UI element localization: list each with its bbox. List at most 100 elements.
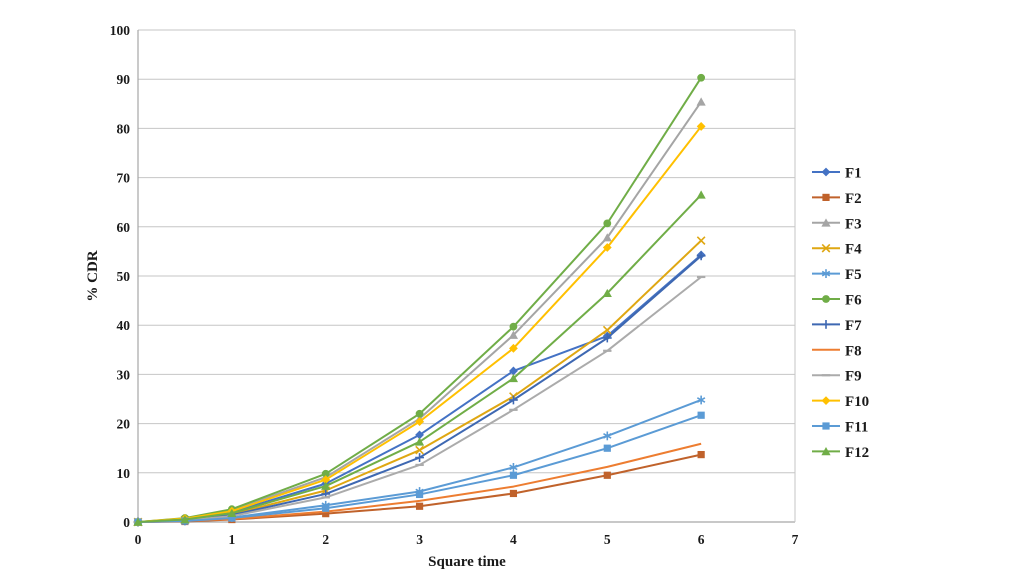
series-F12-marker-1 [227,508,237,517]
series-F2-marker-2-glyph [322,510,330,518]
legend-marker-F7 [821,319,831,329]
series-F11-marker-5-glyph [603,444,611,452]
series-F2-marker-6 [697,450,705,459]
x-tick-label-3: 3 [416,532,423,547]
x-axis-title: Square time [428,554,506,570]
series-F6-marker-2 [321,469,330,478]
series-F4-marker-5-glyph [602,325,612,335]
axis-tick-labels: 0 10 20 30 40 50 60 70 80 90 100 0 1 2 3 4 5 6 7 [110,23,799,547]
series-lines [133,73,706,527]
series-F2-marker-5-glyph [603,471,611,479]
series-F12-marker-6-glyph [696,190,706,199]
series-F11-line [137,414,702,523]
x-tick-label-0: 0 [135,532,142,547]
series-F4-marker-6-glyph [696,236,706,245]
x-tick-label-7: 7 [792,532,799,547]
series-F12-marker-0.5-glyph [180,515,190,524]
legend-marker-F12 [821,447,831,456]
series-F5-marker-4-glyph [509,464,518,471]
y-tick-label-20: 20 [117,417,131,432]
legend-marker-F5 [821,269,831,279]
series-F7-marker-4 [509,395,518,405]
series-F12-marker-5 [602,288,612,298]
series-F7-line [137,255,702,523]
legend-item-F7: F7 [812,318,862,334]
series-F12-marker-6 [696,190,706,199]
series-F3-marker-6 [696,97,706,106]
series-F11-marker-3-glyph [415,490,424,499]
x-tick-label-4: 4 [510,532,517,547]
series-F12-marker-2-glyph [321,481,331,490]
legend-marker-F4 [821,243,831,253]
series-F11-marker-6-glyph [697,411,705,419]
series-F12-marker-0-glyph [133,517,143,526]
series-F10-marker-3-glyph [415,417,424,427]
series-F5-marker-6-glyph [696,397,706,403]
legend-item-F2: F2 [812,191,862,207]
series-F11-marker-5 [603,444,611,452]
y-tick-label-50: 50 [117,269,131,284]
legend-item-F3: F3 [812,216,862,232]
legend-item-F4: F4 [812,242,862,258]
legend-marker-F6-glyph [822,295,830,303]
series-F5-marker-6 [696,395,706,405]
y-tick-label-100: 100 [110,23,131,38]
series-F7-marker-3 [415,453,424,462]
series-F5-marker-4 [509,462,518,472]
series-F2-marker-3 [415,502,424,510]
series-F12-marker-4 [508,373,519,383]
series-F4-marker-6 [696,236,706,245]
legend-label-F2: F2 [845,191,862,207]
series-F1-marker-3 [415,430,424,440]
x-tick-label-2: 2 [322,532,329,547]
series-F6-marker-5-glyph [603,219,612,228]
series-F7-marker-6 [696,251,706,261]
series-F12-marker-0 [133,517,143,526]
series-F11-marker-4 [509,471,518,479]
legend-item-F10: F10 [812,394,869,410]
legend-label-F1: F1 [845,166,862,182]
legend-label-F9: F9 [845,369,862,385]
series-F10-marker-4 [509,343,518,353]
legend-label-F12: F12 [845,445,869,461]
series-F11-marker-6 [697,411,705,419]
series-F2-marker-4-glyph [509,489,518,498]
series-F12-marker-2 [321,481,331,490]
series-F10-marker-5-glyph [602,243,612,252]
series-F5-marker-5-glyph [603,433,612,439]
series-F2-marker-5 [603,471,611,479]
series-F4-marker-3 [415,445,424,455]
y-tick-label-30: 30 [117,367,131,382]
legend-label-F8: F8 [845,343,862,359]
series-F12-marker-5-glyph [602,288,612,298]
legend-marker-F11 [822,422,830,430]
legend-marker-F1-glyph [821,167,831,177]
legend-marker-F3 [821,218,831,227]
series-F3-marker-6-glyph [696,97,706,106]
y-tick-label-80: 80 [117,121,131,136]
series-F10-marker-3 [415,417,424,427]
series-F10-marker-4-glyph [509,343,518,353]
legend-label-F10: F10 [845,394,869,410]
series-F6-marker-6-glyph [697,73,706,82]
series-F2-marker-3-glyph [415,502,424,510]
series-F11-marker-1-glyph [228,514,236,522]
legend-item-F1: F1 [812,166,862,182]
legend-marker-F10 [821,396,831,405]
legend-item-F12: F12 [812,445,869,461]
legend-marker-F2 [822,193,830,201]
series-F1-marker-3-glyph [415,430,424,440]
gridlines [137,29,796,523]
series-F6-marker-3 [415,409,424,418]
legend-marker-F3-glyph [821,218,831,227]
series-F10-marker-5 [602,243,612,252]
y-tick-label-0: 0 [123,515,130,530]
legend-label-F3: F3 [845,216,862,232]
legend-marker-F1 [821,167,831,177]
legend-marker-F10-glyph [821,396,831,405]
series-F10-line [137,125,702,523]
legend-label-F5: F5 [845,267,862,283]
series-F12-marker-4-glyph [508,373,519,383]
series-F2-marker-4 [509,489,518,498]
